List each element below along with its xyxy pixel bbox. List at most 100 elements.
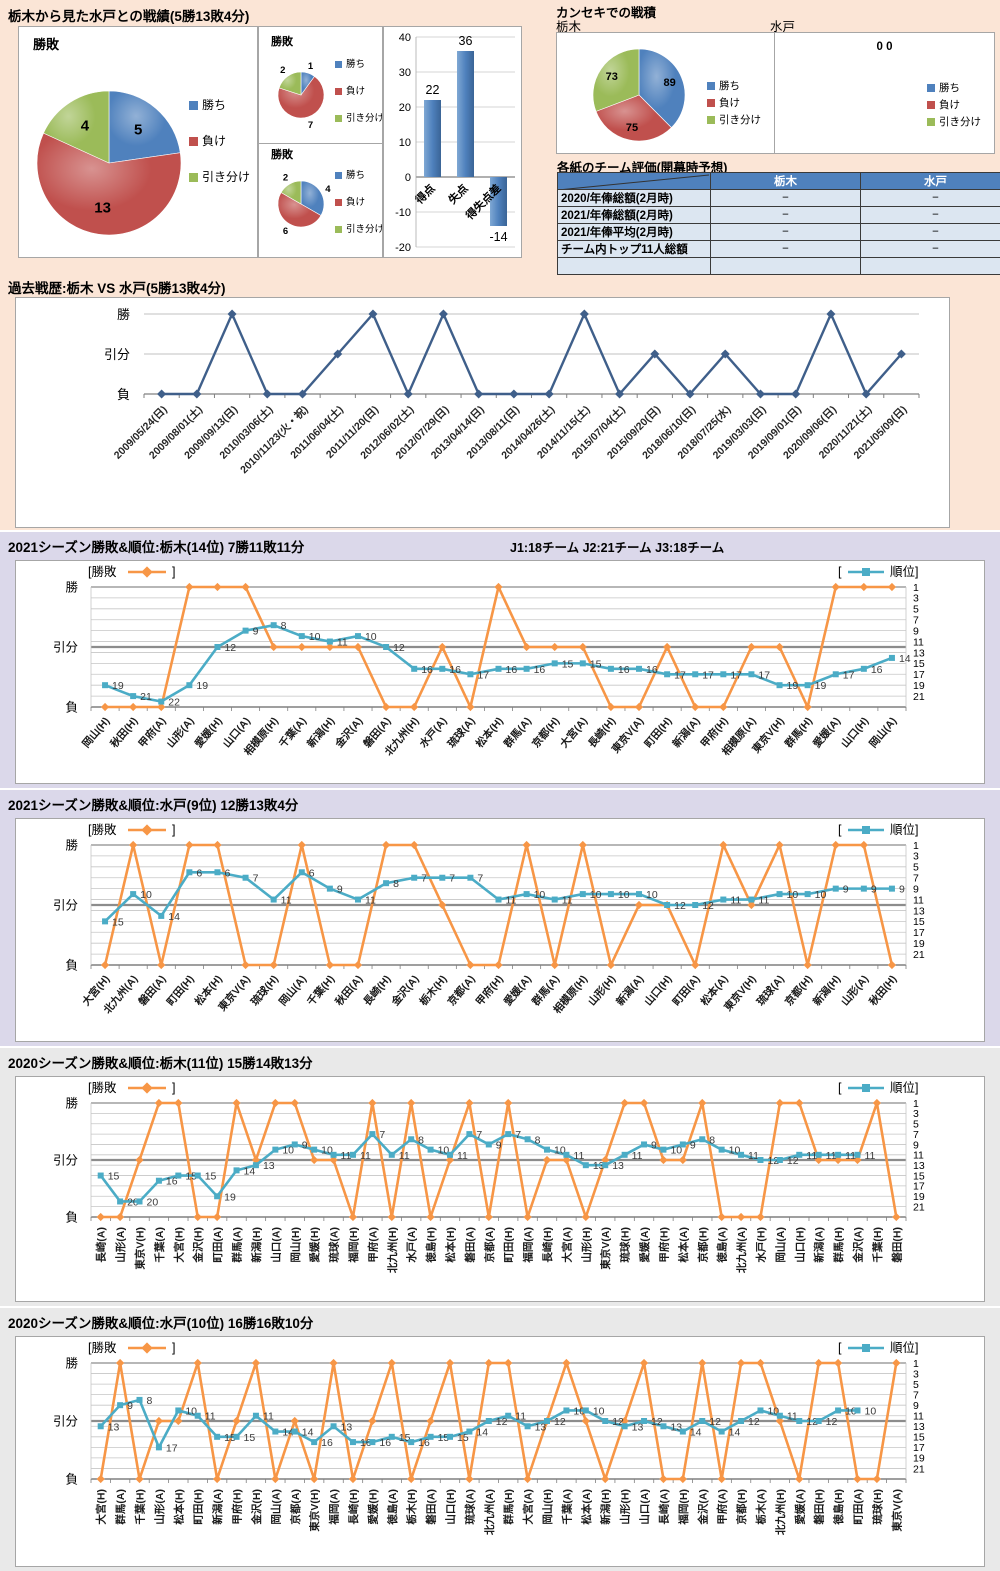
rank-axis-label: 13: [913, 647, 925, 659]
pie-slice: [277, 75, 325, 119]
rank-marker: [692, 671, 699, 678]
result-marker: [193, 1212, 202, 1222]
legend-swatch: [189, 101, 198, 110]
result-marker: [550, 642, 559, 652]
rank-axis-label: 15: [913, 658, 925, 670]
kanseki-mito-panel: 0 0 勝ち 負け 引き分け: [774, 32, 995, 154]
history-marker: [826, 309, 836, 319]
rank-marker: [699, 1136, 706, 1143]
result-marker: [410, 840, 419, 850]
result-marker: [193, 1358, 202, 1368]
opponent-label: 東京V(H): [308, 1489, 321, 1532]
opponent-label: 福岡(H): [347, 1227, 360, 1264]
rank-marker: [796, 1418, 803, 1424]
rank-value-label: 11: [806, 1150, 817, 1162]
table-col-header: 水戸: [860, 172, 1000, 190]
rank-value-label: 19: [815, 680, 827, 692]
rank-value-label: 16: [506, 664, 518, 676]
opponent-label: 新潟(H): [599, 1489, 612, 1525]
svg-text:勝敗: 勝敗: [271, 147, 294, 161]
result-marker: [494, 582, 503, 592]
opponent-label: 千葉(A): [560, 1489, 573, 1525]
rank-value-label: 15: [457, 1432, 469, 1444]
bar-category-label: 得点: [411, 181, 437, 207]
opponent-label: 京都(H): [735, 1489, 748, 1525]
pie-value-label: 4: [325, 184, 331, 195]
opponent-label: 群馬(H): [502, 1489, 515, 1525]
svg-text:順位]: 順位]: [890, 1340, 918, 1355]
rank-value-label: 19: [196, 680, 208, 692]
rank-value-label: 9: [253, 626, 259, 638]
result-marker: [663, 642, 672, 652]
rank-value-label: 14: [729, 1427, 741, 1439]
opponent-label: 町田(A): [670, 973, 702, 1008]
pie-slice: [43, 90, 110, 164]
result-marker: [578, 840, 587, 850]
result-legend-label: [勝敗: [88, 564, 117, 579]
result-marker: [698, 1098, 707, 1108]
square-marker-icon: [862, 826, 870, 834]
legend-swatch: [189, 137, 198, 146]
rank-marker: [186, 869, 193, 876]
rank-marker: [102, 682, 109, 689]
bar-axis-label: -20: [395, 242, 411, 254]
wdl-axis-label: 引分: [53, 1154, 78, 1168]
rank-marker: [252, 1412, 259, 1419]
diamond-marker-icon: [141, 824, 153, 836]
rank-value-label: 16: [379, 1437, 391, 1449]
rank-axis-label: 3: [913, 851, 919, 863]
rank-value-label: 15: [185, 1171, 197, 1183]
opponent-label: 山口(H): [642, 973, 675, 1009]
rank-value-label: 12: [709, 1416, 721, 1428]
table-cell: −: [710, 206, 861, 224]
result-marker: [795, 1474, 804, 1484]
rank-marker: [252, 1162, 259, 1169]
rank-value-label: 7: [477, 873, 483, 885]
opponent-label: 琉球(A): [445, 715, 478, 751]
legend-label: 負け: [719, 97, 740, 109]
rank-series: 15 10 14 6 6 7 11 6 9 11 8 7 7 7 11 10 11 10 10 10 12 12 11 11 1…: [102, 867, 905, 928]
result-marker: [634, 702, 644, 712]
pie-slices: [277, 180, 325, 228]
rank-marker: [776, 1157, 783, 1163]
result-marker: [174, 1098, 183, 1108]
opponent-label: 千葉(H): [304, 973, 337, 1009]
wdl-axis-label: 勝: [65, 838, 78, 853]
result-marker: [154, 1098, 164, 1108]
rank-value-label: 13: [632, 1421, 644, 1433]
pie-value-label: 73: [606, 71, 618, 83]
rank-marker: [233, 1433, 240, 1440]
opponent-label: 長崎(A): [657, 1489, 670, 1525]
result-marker: [129, 702, 138, 712]
table-cell: −: [860, 206, 1000, 224]
rank-series: 13 9 8 17 10 11 15 15 11 14 14 16 13 16 16 15 16 15 15 14 12…: [97, 1395, 876, 1454]
rank-marker: [117, 1198, 124, 1205]
result-marker: [859, 840, 868, 850]
table-row: 2021/年俸平均(2月時) − −: [557, 223, 1000, 241]
rank-value-label: 10: [321, 1145, 333, 1157]
rank-value-label: 15: [590, 658, 602, 670]
eval-table-title: 各紙のチーム評価(開幕時予想): [557, 161, 728, 175]
result-marker: [251, 1358, 261, 1368]
diamond-marker-icon: [141, 1082, 153, 1094]
rank-axis-label: 9: [913, 1139, 919, 1151]
legend-swatch: [707, 82, 715, 90]
result-marker: [634, 900, 644, 910]
season-panel: [勝敗][順位] 1 3 5 7 9 11 13 15 17 19 21 勝引分負 15 20 20 16 15 1…: [15, 1076, 985, 1302]
rank-value-label: 10: [554, 1145, 566, 1157]
section-2020-mito: 2020シーズン勝敗&順位:水戸(10位) 16勝16敗10分 [勝敗] [順位]…: [0, 1308, 1000, 1571]
rank-value-label: 12: [612, 1416, 624, 1428]
legend-label: 負け: [202, 134, 226, 148]
opponent-label: 群馬(H): [782, 715, 815, 751]
rank-marker: [636, 891, 643, 898]
result-marker: [803, 702, 812, 712]
rank-value-label: 12: [224, 642, 236, 654]
rank-value-label: 16: [646, 664, 658, 676]
result-marker: [157, 702, 166, 712]
rank-axis-label: 1: [913, 582, 919, 594]
opponent-label: 長崎(H): [541, 1227, 554, 1263]
rank-marker: [214, 1433, 221, 1440]
opponent-label: 千葉(H): [134, 1489, 147, 1525]
result-marker: [775, 840, 784, 850]
